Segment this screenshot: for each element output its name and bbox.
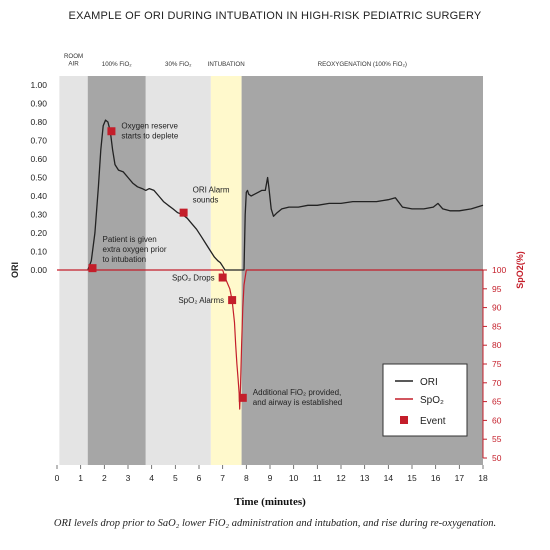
ori-tick-label: 0.40 [30,191,47,201]
ori-tick-label: 1.00 [30,80,47,90]
x-tick-label: 9 [268,473,273,483]
x-tick-label: 8 [244,473,249,483]
spo2-tick-label: 80 [492,340,502,350]
event-marker-0 [88,264,97,273]
x-tick-label: 5 [173,473,178,483]
x-tick-label: 18 [478,473,488,483]
event-marker-3 [218,273,227,282]
legend-ori-label: ORI [420,377,438,388]
ori-tick-label: 0.20 [30,228,47,238]
event-markers: Patient is given extra oxygen prior to int… [88,121,342,407]
chart-caption: ORI levels drop prior to SaO₂ lower FiO₂… [53,518,497,529]
legend: ORI SpO₂ Event [382,363,468,437]
spo2-tick-label: 95 [492,284,502,294]
spo2-tick-label: 70 [492,378,502,388]
ori-tick-label: 0.30 [30,210,47,220]
x-tick-label: 13 [360,473,370,483]
chart-title: EXAMPLE OF ORI DURING INTUBATION IN HIGH… [68,10,482,22]
x-tick-label: 7 [220,473,225,483]
spo2-tick-label: 90 [492,303,502,313]
x-tick-label: 3 [126,473,131,483]
x-tick-label: 2 [102,473,107,483]
spo2-line [57,269,483,410]
event-marker-2 [179,208,188,217]
phase-label: REOXYGENATION (100% FiO₂) [318,61,407,68]
spo2-tick-label: 60 [492,415,502,425]
legend-event-label: Event [420,416,446,427]
ori-tick-label: 0.10 [30,247,47,257]
ori-tick-label: 0.00 [30,265,47,275]
x-tick-label: 15 [407,473,417,483]
ori-line [87,119,484,271]
x-tick-label: 6 [197,473,202,483]
x-tick-label: 17 [455,473,465,483]
legend-box [382,363,468,437]
event-label-4: SpO₂ Alarms [178,296,224,305]
event-label-5: Additional FiO₂ provided, and airway is e… [253,388,342,407]
spo2-tick-label: 85 [492,321,502,331]
legend-spo2-label: SpO₂ [420,395,444,406]
ori-tick-label: 0.60 [30,154,47,164]
x-tick-label: 10 [289,473,299,483]
event-label-3: SpO₂ Drops [172,274,215,283]
legend-event-swatch [400,416,408,424]
axes: 1.00 0.90 0.80 0.70 0.60 0.50 0.40 0.30 0.20 0.10… [10,80,525,508]
x-tick-label: 4 [149,473,154,483]
x-tick-label: 11 [313,473,322,483]
spo2-tick-label: 65 [492,397,502,407]
phase-label: INTUBATION [208,61,245,68]
ori-tick-label: 0.80 [30,117,47,127]
ori-axis-label: ORI [10,262,20,278]
ori-tick-label: 0.90 [30,99,47,109]
event-label-2: ORI Alarm sounds [193,186,230,205]
event-marker-5 [238,393,247,402]
ori-tick-label: 0.50 [30,173,47,183]
spo2-tick-label: 50 [492,453,502,463]
spo2-tick-label: 55 [492,434,502,444]
event-label-0: Patient is given extra oxygen prior to int… [103,235,167,264]
event-label-1: Oxygen reserve starts to deplete [121,121,178,140]
phase-label: 100% FiO₂ [102,61,133,68]
x-tick-label: 0 [55,473,60,483]
x-axis-label: Time (minutes) [234,496,306,508]
x-tick-label: 16 [431,473,441,483]
event-marker-1 [107,127,116,136]
phase-label: ROOM AIR [64,53,83,68]
x-tick-label: 1 [78,473,83,483]
event-marker-4 [228,296,237,305]
x-tick-label: 12 [336,473,346,483]
x-tick-label: 14 [384,473,394,483]
series-lines [57,119,484,410]
spo2-axis-label: SpO2(%) [515,251,525,289]
phase-label: 30% FiO₂ [165,61,192,68]
spo2-tick-label: 75 [492,359,502,369]
phase-labels: ROOM AIR 100% FiO₂ 30% FiO₂ INTUBATION REOXYG… [64,53,407,68]
spo2-tick-label: 100 [492,265,506,275]
ori-tick-label: 0.70 [30,136,47,146]
